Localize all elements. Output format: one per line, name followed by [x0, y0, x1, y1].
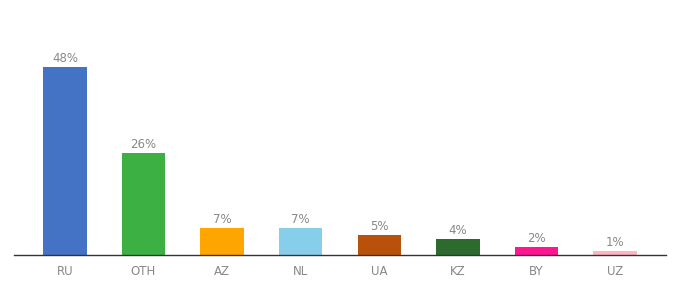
Text: 5%: 5% — [370, 220, 388, 233]
Bar — [515, 247, 558, 255]
Text: 26%: 26% — [131, 138, 156, 152]
Text: 1%: 1% — [606, 236, 624, 249]
Bar — [358, 236, 401, 255]
Bar — [437, 239, 479, 255]
Bar — [279, 228, 322, 255]
Bar — [594, 251, 636, 255]
Text: 48%: 48% — [52, 52, 78, 65]
Bar — [122, 153, 165, 255]
Text: 7%: 7% — [213, 213, 231, 226]
Bar — [44, 67, 86, 255]
Bar — [201, 228, 243, 255]
Text: 7%: 7% — [292, 213, 310, 226]
Text: 2%: 2% — [527, 232, 546, 245]
Text: 4%: 4% — [449, 224, 467, 237]
